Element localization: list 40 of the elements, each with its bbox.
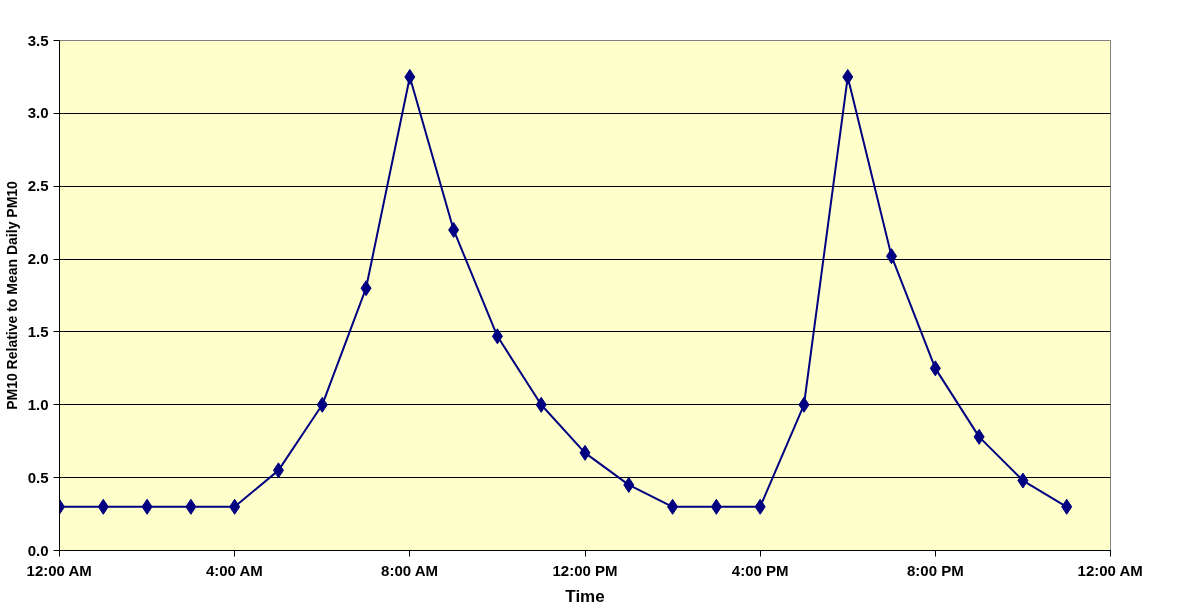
y-tick-label: 0.5 — [27, 468, 49, 486]
y-tick-label: 0.0 — [27, 541, 49, 559]
point — [316, 396, 328, 413]
point — [973, 428, 985, 445]
x-tick-label: 8:00 PM — [906, 561, 964, 579]
y-tick-label: 3.5 — [27, 31, 49, 49]
point — [1061, 498, 1073, 515]
point — [886, 248, 898, 265]
y-axis-title: PM10 Relative to Mean Daily PM10 — [3, 180, 20, 410]
x-tick-label: 12:00 PM — [552, 561, 618, 579]
point — [579, 444, 591, 461]
point — [229, 498, 241, 515]
point — [623, 476, 635, 493]
point — [97, 498, 109, 515]
point — [272, 462, 284, 479]
point — [404, 68, 416, 85]
x-tick-label: 12:00 AM — [1077, 561, 1143, 579]
point — [535, 396, 547, 413]
point — [798, 396, 810, 413]
point — [929, 360, 941, 377]
point — [710, 498, 722, 515]
point — [667, 498, 679, 515]
point — [754, 498, 766, 515]
point — [1017, 472, 1029, 489]
point — [141, 498, 153, 515]
point — [448, 221, 460, 238]
y-tick-label: 1.5 — [27, 322, 49, 340]
y-tick-label: 2.0 — [27, 250, 49, 268]
x-tick-label: 4:00 AM — [205, 561, 263, 579]
y-tick-label: 1.0 — [27, 395, 49, 413]
point — [185, 498, 197, 515]
y-tick-label: 2.5 — [27, 177, 49, 195]
y-tick-label: 3.0 — [27, 104, 49, 122]
point — [360, 280, 372, 297]
x-tick-label: 8:00 AM — [381, 561, 439, 579]
point — [491, 328, 503, 345]
x-tick-label: 4:00 PM — [731, 561, 789, 579]
x-tick-label: 12:00 AM — [26, 561, 92, 579]
point — [842, 68, 854, 85]
x-axis-title: Time — [565, 586, 605, 606]
